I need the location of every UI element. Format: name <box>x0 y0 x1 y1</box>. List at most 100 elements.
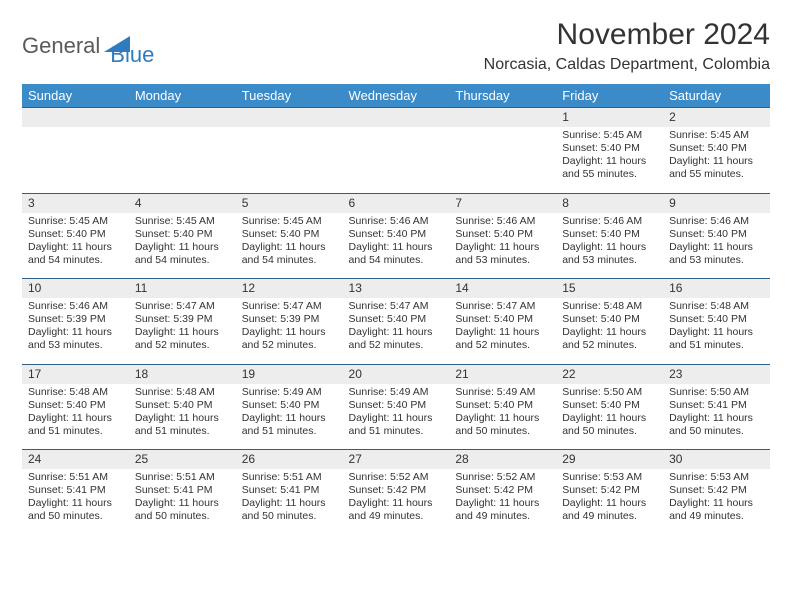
day-info-cell: Sunrise: 5:51 AMSunset: 5:41 PMDaylight:… <box>236 469 343 535</box>
day-ss: Sunset: 5:41 PM <box>28 484 123 497</box>
daynum-row: 3456789 <box>22 193 770 213</box>
day-number-cell <box>22 108 129 128</box>
info-row: Sunrise: 5:45 AM Sunset: 5:40 PM Daylight:… <box>22 127 770 193</box>
day-sr: Sunrise: 5:45 AM <box>669 129 764 142</box>
day-ss: Sunset: 5:40 PM <box>135 228 230 241</box>
day-dl1: Daylight: 11 hours <box>669 155 764 168</box>
day-number: 20 <box>349 367 362 381</box>
day-number: 24 <box>28 452 41 466</box>
day-ss: Sunset: 5:40 PM <box>669 228 764 241</box>
day-info-cell: Sunrise: 5:45 AMSunset: 5:40 PMDaylight:… <box>236 213 343 279</box>
day-ss: Sunset: 5:40 PM <box>562 399 657 412</box>
day-dl2: and 54 minutes. <box>349 254 444 267</box>
day-dl2: and 52 minutes. <box>135 339 230 352</box>
day-dl2: and 49 minutes. <box>349 510 444 523</box>
day-number: 27 <box>349 452 362 466</box>
day-dl2: and 53 minutes. <box>562 254 657 267</box>
day-ss: Sunset: 5:40 PM <box>242 399 337 412</box>
day-number-cell: 6 <box>343 193 450 213</box>
day-dl1: Daylight: 11 hours <box>349 497 444 510</box>
day-sr: Sunrise: 5:46 AM <box>349 215 444 228</box>
day-dl2: and 51 minutes. <box>135 425 230 438</box>
day-info-cell <box>343 127 450 193</box>
day-number-cell: 22 <box>556 364 663 384</box>
day-sr: Sunrise: 5:52 AM <box>455 471 550 484</box>
day-sr: Sunrise: 5:47 AM <box>242 300 337 313</box>
day-sr: Sunrise: 5:53 AM <box>562 471 657 484</box>
day-dl1: Daylight: 11 hours <box>135 412 230 425</box>
day-info-cell: Sunrise: 5:48 AMSunset: 5:40 PMDaylight:… <box>663 298 770 364</box>
day-info-cell: Sunrise: 5:48 AMSunset: 5:40 PMDaylight:… <box>129 384 236 450</box>
day-dl1: Daylight: 11 hours <box>562 326 657 339</box>
day-dl1: Daylight: 11 hours <box>242 241 337 254</box>
day-dl2: and 49 minutes. <box>562 510 657 523</box>
day-dl1: Daylight: 11 hours <box>455 412 550 425</box>
day-number: 17 <box>28 367 41 381</box>
day-number: 26 <box>242 452 255 466</box>
day-info-cell <box>236 127 343 193</box>
day-number: 18 <box>135 367 148 381</box>
day-number-cell: 16 <box>663 279 770 299</box>
weekday-header: Thursday <box>449 84 556 108</box>
day-info-cell: Sunrise: 5:53 AMSunset: 5:42 PMDaylight:… <box>663 469 770 535</box>
day-sr: Sunrise: 5:49 AM <box>455 386 550 399</box>
day-dl2: and 51 minutes. <box>669 339 764 352</box>
day-ss: Sunset: 5:41 PM <box>135 484 230 497</box>
day-dl2: and 49 minutes. <box>669 510 764 523</box>
day-info-cell: Sunrise: 5:46 AMSunset: 5:40 PMDaylight:… <box>343 213 450 279</box>
day-number-cell: 26 <box>236 450 343 470</box>
day-ss: Sunset: 5:39 PM <box>135 313 230 326</box>
calendar-table: Sunday Monday Tuesday Wednesday Thursday… <box>22 84 770 535</box>
day-number-cell: 19 <box>236 364 343 384</box>
day-ss: Sunset: 5:40 PM <box>349 313 444 326</box>
day-dl2: and 50 minutes. <box>135 510 230 523</box>
day-dl1: Daylight: 11 hours <box>28 326 123 339</box>
day-info-cell: Sunrise: 5:45 AMSunset: 5:40 PMDaylight:… <box>22 213 129 279</box>
day-info-cell: Sunrise: 5:47 AMSunset: 5:40 PMDaylight:… <box>343 298 450 364</box>
day-dl1: Daylight: 11 hours <box>349 326 444 339</box>
day-dl2: and 53 minutes. <box>669 254 764 267</box>
day-dl2: and 50 minutes. <box>455 425 550 438</box>
day-ss: Sunset: 5:40 PM <box>455 228 550 241</box>
day-ss: Sunset: 5:42 PM <box>669 484 764 497</box>
day-ss: Sunset: 5:40 PM <box>562 142 657 155</box>
day-dl1: Daylight: 11 hours <box>242 412 337 425</box>
info-row: Sunrise: 5:51 AM Sunset: 5:41 PM Daylight:… <box>22 469 770 535</box>
day-info-cell: Sunrise: 5:51 AMSunset: 5:41 PMDaylight:… <box>129 469 236 535</box>
weekday-header: Wednesday <box>343 84 450 108</box>
info-row: Sunrise: 5:48 AMSunset: 5:40 PMDaylight:… <box>22 384 770 450</box>
day-number: 15 <box>562 281 575 295</box>
day-number: 29 <box>562 452 575 466</box>
day-dl2: and 49 minutes. <box>455 510 550 523</box>
day-dl2: and 54 minutes. <box>135 254 230 267</box>
day-number-cell: 8 <box>556 193 663 213</box>
day-dl2: and 50 minutes. <box>242 510 337 523</box>
title-block: November 2024 Norcasia, Caldas Departmen… <box>484 18 770 74</box>
day-number-cell: 29 <box>556 450 663 470</box>
day-sr: Sunrise: 5:52 AM <box>349 471 444 484</box>
day-ss: Sunset: 5:39 PM <box>242 313 337 326</box>
day-ss: Sunset: 5:42 PM <box>562 484 657 497</box>
day-number-cell: 12 <box>236 279 343 299</box>
day-sr: Sunrise: 5:46 AM <box>562 215 657 228</box>
day-sr: Sunrise: 5:48 AM <box>28 386 123 399</box>
day-dl2: and 52 minutes. <box>349 339 444 352</box>
day-dl1: Daylight: 11 hours <box>455 497 550 510</box>
day-number-cell: 23 <box>663 364 770 384</box>
day-info-cell: Sunrise: 5:50 AMSunset: 5:41 PMDaylight:… <box>663 384 770 450</box>
day-number-cell: 14 <box>449 279 556 299</box>
day-dl2: and 51 minutes. <box>28 425 123 438</box>
day-info-cell: Sunrise: 5:45 AMSunset: 5:40 PMDaylight:… <box>129 213 236 279</box>
day-info-cell: Sunrise: 5:46 AMSunset: 5:40 PMDaylight:… <box>449 213 556 279</box>
day-dl2: and 51 minutes. <box>242 425 337 438</box>
weekday-header: Saturday <box>663 84 770 108</box>
day-sr: Sunrise: 5:46 AM <box>669 215 764 228</box>
day-number: 9 <box>669 196 676 210</box>
day-number-cell: 25 <box>129 450 236 470</box>
day-sr: Sunrise: 5:51 AM <box>242 471 337 484</box>
day-info-cell <box>22 127 129 193</box>
day-info-cell: Sunrise: 5:49 AMSunset: 5:40 PMDaylight:… <box>343 384 450 450</box>
day-dl2: and 50 minutes. <box>562 425 657 438</box>
day-dl1: Daylight: 11 hours <box>28 241 123 254</box>
weekday-header: Monday <box>129 84 236 108</box>
